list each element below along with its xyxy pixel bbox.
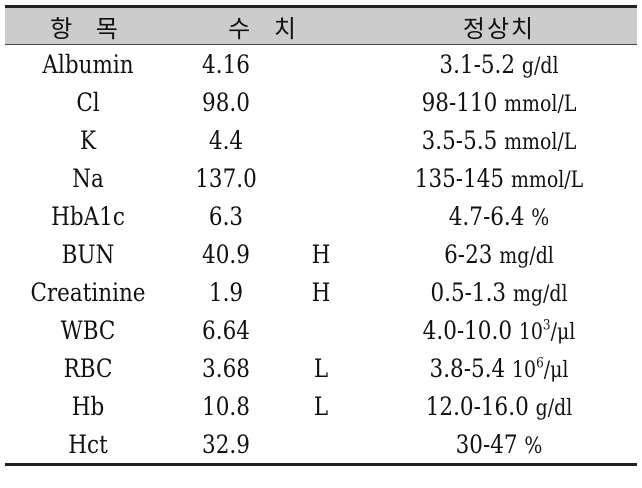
- row-normal-range: 4.0-10.0 103/μl: [380, 311, 617, 349]
- row-normal-range: 4.7-6.4 %: [380, 197, 617, 235]
- range-unit: 10: [512, 357, 537, 383]
- row-value: 40.9: [202, 239, 250, 269]
- range-value: 135-145: [414, 163, 505, 193]
- table-row: Albumin 4.16 3.1-5.2 g/dl: [5, 45, 637, 84]
- range-unit: mmol/L: [510, 167, 584, 193]
- table-row: Na 137.0 135-145 mmol/L: [5, 159, 637, 197]
- table-row: HbA1c 6.3 4.7-6.4 %: [5, 197, 637, 235]
- row-item-name: Creatinine: [30, 277, 146, 307]
- row-flag: [287, 311, 356, 349]
- row-item-name: Hct: [68, 429, 108, 459]
- unit-suffix: /μl: [550, 319, 576, 345]
- row-flag: L: [313, 353, 329, 383]
- unit-suffix: /μl: [543, 357, 569, 383]
- range-unit: 10: [518, 319, 543, 345]
- table-row: K 4.4 3.5-5.5 mmol/L: [5, 121, 637, 159]
- row-item-name: K: [79, 125, 97, 155]
- table-body: Albumin 4.16 3.1-5.2 g/dl Cl 98.0 98-110 mmol…: [5, 45, 638, 465]
- range-unit: %: [524, 433, 543, 459]
- row-item-name: WBC: [60, 315, 116, 345]
- header-item: 항 목: [50, 14, 126, 43]
- table-row: Hb 10.8 L 12.0-16.0 g/dl: [5, 387, 637, 425]
- row-value: 6.64: [202, 315, 250, 345]
- row-flag: H: [311, 239, 331, 269]
- row-value: 4.16: [202, 49, 250, 79]
- row-item-name: Albumin: [42, 49, 134, 79]
- row-value: 4.4: [208, 125, 244, 155]
- row-flag: [287, 425, 356, 465]
- row-value: 6.3: [208, 201, 244, 231]
- header-row: 항 목 수 치 정상치: [5, 6, 638, 45]
- range-value: 6-23: [444, 239, 493, 269]
- row-normal-range: 3.8-5.4 106/μl: [380, 349, 617, 387]
- range-value: 0.5-1.3: [430, 277, 507, 307]
- range-unit: %: [531, 205, 550, 231]
- unit-exponent: 3: [542, 317, 551, 334]
- row-item-name: Cl: [76, 87, 100, 117]
- row-item-name: Na: [72, 163, 104, 193]
- range-value: 30-47: [455, 429, 518, 459]
- range-unit: mg/dl: [499, 243, 554, 269]
- header-value: 수 치: [228, 14, 304, 43]
- row-value: 32.9: [202, 429, 250, 459]
- range-unit: mmol/L: [504, 129, 577, 155]
- row-value: 3.68: [202, 353, 250, 383]
- range-value: 98-110: [421, 87, 498, 117]
- table-row: WBC 6.64 4.0-10.0 103/μl: [5, 311, 637, 349]
- row-normal-range: 0.5-1.3 mg/dl: [380, 273, 617, 311]
- range-value: 4.7-6.4: [448, 201, 525, 231]
- range-unit: mmol/L: [504, 91, 577, 117]
- row-flag: L: [313, 391, 329, 421]
- row-normal-range: 12.0-16.0 g/dl: [380, 387, 617, 425]
- row-normal-range: 98-110 mmol/L: [380, 83, 617, 121]
- lab-results-table: 항 목 수 치 정상치 Albumin 4.16 3.1-5.2 g/dl Cl 98.…: [5, 5, 638, 466]
- row-item-name: Hb: [71, 391, 105, 421]
- row-normal-range: 6-23 mg/dl: [380, 235, 617, 273]
- row-flag: [287, 197, 356, 235]
- range-value: 12.0-16.0: [425, 391, 529, 421]
- row-flag: H: [311, 277, 331, 307]
- row-value: 98.0: [202, 87, 250, 117]
- row-normal-range: 30-47 %: [380, 425, 617, 465]
- table-row: RBC 3.68 L 3.8-5.4 106/μl: [5, 349, 637, 387]
- row-item-name: BUN: [61, 239, 115, 269]
- row-value: 10.8: [202, 391, 250, 421]
- range-value: 3.5-5.5: [421, 125, 498, 155]
- row-normal-range: 135-145 mmol/L: [380, 159, 617, 197]
- row-item-name: RBC: [63, 353, 113, 383]
- table-row: Creatinine 1.9 H 0.5-1.3 mg/dl: [5, 273, 637, 311]
- row-value: 1.9: [208, 277, 244, 307]
- table-header: 항 목 수 치 정상치: [5, 6, 638, 45]
- range-value: 3.8-5.4: [429, 353, 506, 383]
- row-normal-range: 3.1-5.2 g/dl: [380, 45, 617, 84]
- header-normal-range: 정상치: [462, 14, 536, 43]
- row-item-name: HbA1c: [51, 201, 125, 231]
- row-value: 137.0: [195, 163, 257, 193]
- range-value: 4.0-10.0: [422, 315, 513, 345]
- unit-exponent: 6: [536, 355, 544, 372]
- range-unit: g/dl: [521, 53, 559, 79]
- range-value: 3.1-5.2: [439, 49, 516, 79]
- row-flag: [287, 83, 356, 121]
- row-flag: [287, 121, 356, 159]
- row-normal-range: 3.5-5.5 mmol/L: [380, 121, 617, 159]
- row-flag: [287, 45, 356, 84]
- range-unit: mg/dl: [512, 281, 568, 307]
- table-row: Hct 32.9 30-47 %: [5, 425, 638, 465]
- range-unit: g/dl: [535, 395, 573, 421]
- table-row: Cl 98.0 98-110 mmol/L: [5, 83, 637, 121]
- table-row: BUN 40.9 H 6-23 mg/dl: [5, 235, 637, 273]
- row-flag: [287, 159, 356, 197]
